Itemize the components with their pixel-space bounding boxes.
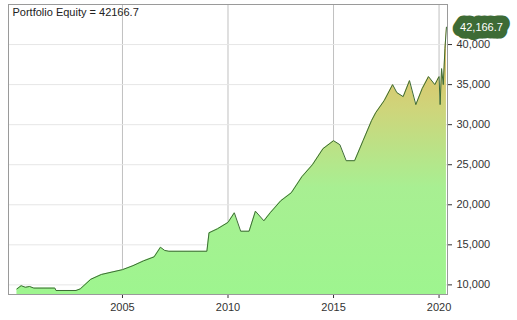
svg-text:2005: 2005 [110,301,134,313]
svg-text:2010: 2010 [216,301,240,313]
svg-text:2020: 2020 [427,301,451,313]
svg-text:35,000: 35,000 [457,78,491,90]
svg-text:Portfolio Equity = 42166.7: Portfolio Equity = 42166.7 [13,6,139,18]
svg-text:42,166.7: 42,166.7 [460,21,503,33]
svg-text:15,000: 15,000 [457,238,491,250]
svg-text:20,000: 20,000 [457,198,491,210]
svg-text:10,000: 10,000 [457,278,491,290]
svg-text:25,000: 25,000 [457,158,491,170]
svg-text:2015: 2015 [321,301,345,313]
svg-text:30,000: 30,000 [457,118,491,130]
svg-text:40,000: 40,000 [457,38,491,50]
